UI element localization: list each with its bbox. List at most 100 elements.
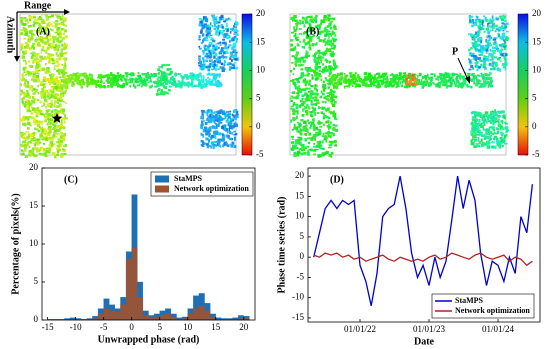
pixel	[48, 137, 51, 140]
pixel	[441, 80, 444, 83]
pixel	[324, 135, 327, 138]
pixel	[32, 61, 34, 64]
pixel	[469, 52, 471, 54]
pixel	[490, 29, 492, 31]
pixel	[500, 126, 503, 128]
pixel	[23, 60, 26, 62]
pixel	[55, 32, 58, 34]
pixel	[439, 75, 442, 78]
pixel	[485, 111, 488, 114]
pixel	[323, 115, 326, 118]
pixel	[222, 112, 225, 114]
pixel	[478, 57, 480, 60]
pixel	[173, 81, 176, 84]
pixel	[204, 84, 206, 86]
pixel	[312, 70, 314, 72]
pixel	[206, 34, 209, 37]
pixel	[311, 100, 313, 103]
pixel	[360, 78, 362, 80]
pixel	[504, 15, 506, 18]
pixel	[477, 38, 480, 41]
pixel	[59, 36, 61, 38]
pixel	[320, 147, 323, 149]
pixel	[479, 20, 482, 23]
pixel	[212, 126, 215, 129]
pixel	[306, 104, 308, 107]
y-axis-label: Phase time series (rad)	[276, 197, 287, 294]
pixel	[209, 78, 211, 80]
pixel	[309, 127, 311, 129]
pixel	[33, 47, 35, 50]
pixel	[290, 70, 292, 72]
pixel	[410, 82, 412, 85]
pixel	[317, 112, 320, 114]
pixel	[292, 55, 295, 57]
pixel	[313, 143, 315, 145]
pixel	[328, 87, 330, 89]
pixel	[38, 153, 40, 155]
pixel	[126, 75, 128, 78]
pixel	[406, 74, 408, 77]
pixel	[351, 81, 354, 84]
pixel	[48, 58, 51, 61]
pixel	[476, 79, 478, 82]
pixel	[291, 92, 293, 94]
pixel	[61, 93, 64, 95]
pixel	[498, 27, 500, 30]
pixel	[496, 140, 499, 143]
pixel	[317, 154, 320, 157]
panel-label: (A)	[36, 26, 50, 37]
pixel	[40, 94, 42, 97]
pixel	[44, 116, 47, 119]
pixel	[102, 86, 104, 88]
legend-label: StaMPS	[174, 174, 203, 183]
pixel	[306, 112, 308, 115]
pixel	[218, 25, 220, 28]
pixel	[218, 60, 220, 63]
pixel	[333, 75, 336, 78]
pixel	[54, 109, 56, 112]
pixel	[305, 53, 307, 56]
pixel	[51, 15, 54, 17]
pixel	[308, 106, 310, 109]
pixel	[139, 83, 141, 85]
pixel	[61, 64, 63, 66]
pixel	[298, 58, 301, 61]
pixel	[333, 116, 335, 118]
pixel	[489, 38, 491, 41]
pixel	[471, 25, 474, 27]
pixel	[220, 66, 222, 69]
pixel	[197, 78, 199, 81]
x-tick-label: 10	[183, 322, 193, 332]
pixel	[201, 42, 203, 44]
pixel	[324, 15, 327, 18]
pixel	[38, 140, 40, 142]
pixel	[228, 113, 231, 115]
pixel	[118, 75, 121, 77]
pixel	[295, 33, 297, 36]
pixel	[55, 130, 57, 133]
pixel	[50, 105, 53, 107]
pixel	[334, 39, 337, 42]
pixel	[229, 69, 231, 71]
pixel	[492, 19, 494, 21]
pixel	[212, 15, 215, 18]
pixel	[233, 131, 236, 133]
pixel	[65, 90, 67, 92]
pixel	[44, 155, 47, 157]
pixel	[468, 58, 470, 60]
pixel	[214, 63, 216, 65]
pixel	[368, 73, 371, 76]
pixel	[404, 72, 406, 74]
pixel	[62, 138, 65, 141]
pixel	[174, 72, 176, 74]
pixel	[63, 145, 66, 147]
pixel	[218, 80, 220, 83]
pixel	[417, 75, 419, 78]
pixel	[476, 131, 479, 133]
pixel	[471, 142, 474, 145]
pixel	[39, 134, 42, 137]
pixel	[231, 67, 234, 69]
x-tick-label: 0	[129, 322, 134, 332]
pixel	[334, 81, 336, 84]
